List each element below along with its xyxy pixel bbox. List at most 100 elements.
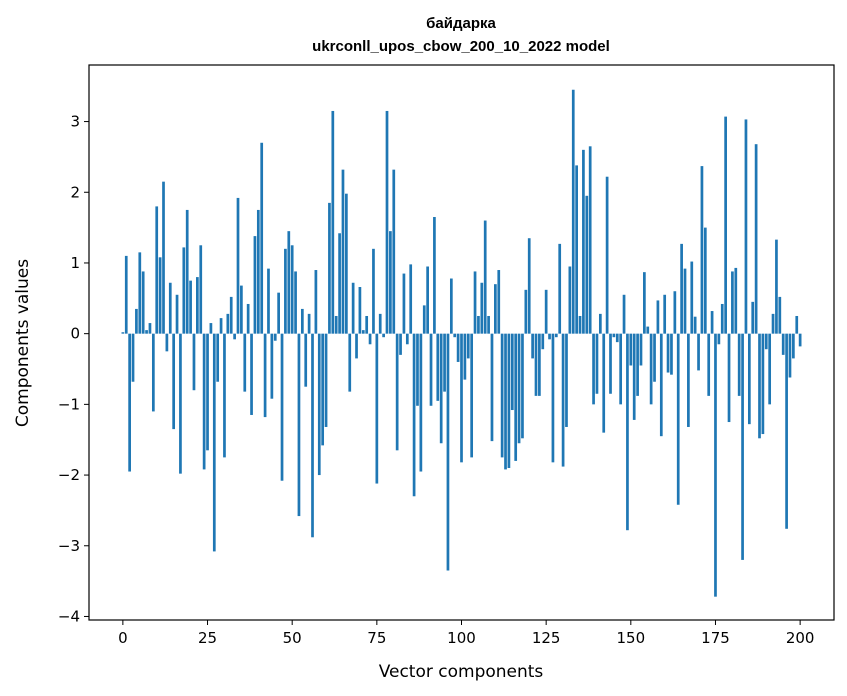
bar-62 — [331, 110, 335, 334]
bar-128 — [554, 333, 558, 338]
bar-52 — [297, 333, 301, 517]
bar-183 — [741, 333, 744, 560]
bar-190 — [764, 333, 768, 350]
bar-54 — [304, 333, 308, 387]
bar-127 — [551, 333, 555, 463]
bar-22 — [196, 277, 199, 334]
bar-37 — [246, 303, 250, 334]
bar-33 — [233, 333, 236, 340]
bar-20 — [189, 280, 192, 334]
bar-98 — [453, 333, 457, 338]
bar-112 — [500, 333, 504, 458]
bar-145 — [612, 333, 616, 338]
y-tick-label: 3 — [70, 113, 80, 131]
bar-88 — [419, 333, 423, 472]
bar-56 — [311, 333, 314, 538]
bar-186 — [751, 301, 755, 334]
bar-116 — [514, 333, 518, 461]
bar-123 — [538, 333, 541, 396]
bar-172 — [703, 227, 707, 334]
bar-173 — [707, 333, 711, 396]
bar-75 — [375, 333, 379, 484]
x-tick-label: 75 — [367, 629, 386, 647]
bar-14 — [168, 282, 172, 334]
bar-48 — [284, 248, 287, 334]
bar-3 — [131, 333, 135, 382]
bar-32 — [229, 296, 233, 334]
x-tick-label: 125 — [532, 629, 561, 647]
bar-196 — [785, 333, 788, 529]
bar-24 — [202, 333, 206, 470]
bar-16 — [175, 294, 179, 334]
bar-34 — [236, 197, 240, 334]
bar-42 — [263, 333, 267, 418]
bar-63 — [334, 315, 338, 334]
bar-61 — [328, 202, 331, 334]
bar-181 — [734, 267, 738, 334]
bar-21 — [192, 333, 196, 391]
bar-122 — [534, 333, 538, 396]
bar-134 — [575, 165, 578, 334]
bar-141 — [598, 313, 602, 334]
bar-93 — [436, 333, 440, 401]
bar-76 — [378, 313, 382, 334]
bar-6 — [141, 271, 145, 334]
bar-121 — [531, 333, 534, 359]
bar-46 — [277, 292, 280, 334]
bar-29 — [219, 318, 223, 334]
bar-160 — [663, 294, 667, 334]
bar-162 — [670, 333, 673, 375]
bar-182 — [737, 333, 741, 396]
bar-137 — [585, 195, 589, 334]
bar-25 — [206, 333, 209, 451]
bar-103 — [470, 333, 474, 458]
bar-41 — [260, 142, 264, 334]
bar-194 — [778, 296, 782, 334]
bar-38 — [250, 333, 253, 415]
bar-125 — [544, 289, 548, 334]
bar-67 — [348, 333, 352, 392]
bar-154 — [643, 272, 646, 334]
bar-57 — [314, 270, 318, 334]
bar-90 — [426, 266, 429, 334]
bar-151 — [632, 333, 636, 420]
bar-44 — [270, 333, 274, 399]
bar-78 — [385, 110, 389, 334]
bar-129 — [558, 243, 562, 334]
bar-185 — [747, 333, 751, 425]
bar-110 — [494, 284, 497, 334]
bar-187 — [754, 144, 758, 334]
bar-17 — [179, 333, 182, 474]
x-axis-ticks: 0 25 50 75 100 125 150 175 200 — [118, 620, 814, 647]
y-tick-label: 0 — [70, 325, 80, 343]
bar-27 — [212, 333, 216, 552]
bar-12 — [162, 181, 165, 334]
bar-143 — [605, 176, 609, 334]
bar-189 — [761, 333, 765, 435]
bar-109 — [490, 333, 494, 442]
bar-197 — [788, 333, 792, 378]
y-tick-label: −2 — [58, 466, 80, 484]
chart-subtitle: ukrconll_upos_cbow_200_10_2022 model — [312, 38, 610, 55]
y-tick-label: 1 — [70, 254, 80, 272]
bar-89 — [422, 305, 426, 334]
bar-157 — [653, 333, 656, 382]
bar-158 — [656, 300, 660, 334]
bar-10 — [155, 206, 159, 334]
bar-106 — [480, 282, 484, 334]
bar-138 — [588, 146, 592, 334]
bar-72 — [365, 315, 369, 334]
bar-147 — [619, 333, 623, 405]
bar-150 — [629, 333, 633, 366]
bar-135 — [578, 315, 582, 334]
bar-2 — [128, 333, 131, 472]
bar-50 — [290, 245, 294, 334]
bar-161 — [666, 333, 670, 373]
bar-40 — [256, 209, 260, 334]
bar-15 — [172, 333, 176, 430]
chart-title: байдарка — [426, 15, 496, 32]
y-tick-label: 2 — [70, 183, 80, 201]
bar-80 — [392, 169, 396, 334]
bar-167 — [687, 333, 690, 427]
